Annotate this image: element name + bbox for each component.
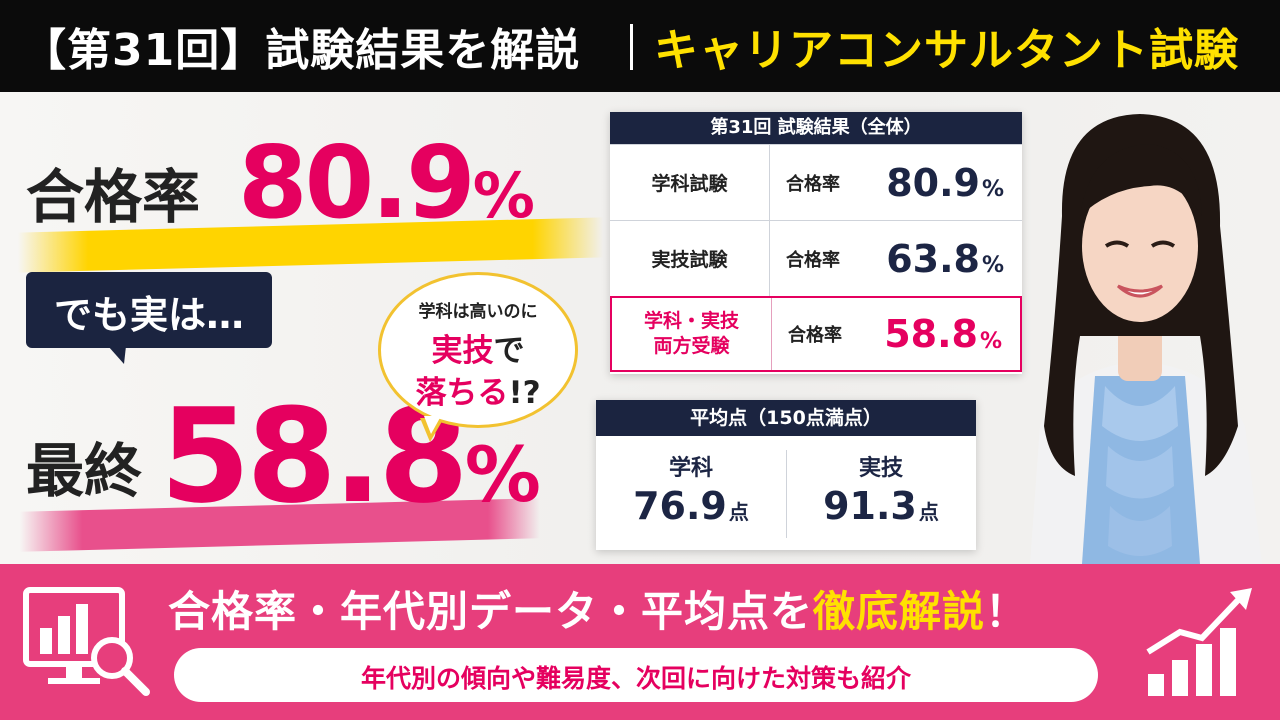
results-table-title: 第31回 試験結果（全体） (610, 112, 1022, 144)
bubble-line-3: 落ちる!? (415, 375, 541, 411)
final-rate-label: 最終 (26, 437, 143, 505)
row-name: 学科・実技 両方受験 (612, 298, 772, 370)
chart-monitor-search-icon (18, 584, 158, 704)
demo-callout: でも実は… (26, 272, 272, 348)
table-row-highlighted: 学科・実技 両方受験 合格率 58.8% (610, 296, 1022, 372)
demo-callout-tail (108, 346, 126, 364)
bottom-headline: 合格率・年代別データ・平均点を徹底解説！ (168, 587, 1029, 636)
average-item: 実技 91.3 点 (786, 436, 976, 550)
average-item-value: 91.3 点 (823, 484, 939, 528)
row-label: 合格率 (788, 325, 842, 346)
row-value: 58.8% (884, 312, 1002, 356)
row-value: 80.9% (886, 160, 1004, 205)
row-value: 63.8% (886, 236, 1004, 281)
demo-text: でも実は… (53, 293, 244, 337)
speech-bubble: 学科は高いのに 実技で 落ちる!? (378, 272, 578, 428)
average-score-box: 平均点（150点満点） 学科 76.9 点 実技 91.3 点 (596, 400, 976, 550)
average-divider (786, 450, 787, 538)
row-label: 合格率 (786, 173, 840, 195)
presenter-photo (1000, 96, 1280, 564)
average-item: 学科 76.9 点 (596, 436, 786, 550)
bottom-subtitle-pill: 年代別の傾向や難易度、次回に向けた対策も紹介 (174, 648, 1098, 702)
table-row: 学科試験 合格率 80.9% (610, 144, 1022, 220)
bubble-line-2: 実技で (431, 333, 525, 369)
table-row: 実技試験 合格率 63.8% (610, 220, 1022, 296)
average-title: 平均点（150点満点） (596, 400, 976, 436)
bubble-tail-inner (424, 416, 441, 434)
top-banner: 【第31回】試験結果を解説 キャリアコンサルタント試験 (0, 0, 1280, 92)
average-item-label: 学科 (668, 456, 713, 481)
row-name: 実技試験 (610, 221, 770, 296)
row-label: 合格率 (786, 249, 840, 271)
growth-bar-chart-icon (1140, 582, 1260, 704)
pass-rate-label: 合格率 (26, 163, 201, 231)
banner-divider (630, 24, 633, 70)
pass-rate-value: 80.9% (238, 124, 535, 241)
row-name: 学科試験 (610, 145, 770, 220)
bottom-subtitle: 年代別の傾向や難易度、次回に向けた対策も紹介 (360, 664, 911, 693)
banner-title-left: 【第31回】試験結果を解説 (22, 25, 581, 76)
bubble-line-1: 学科は高いのに (418, 302, 538, 322)
average-item-value: 76.9 点 (633, 484, 749, 528)
banner-title-right: キャリアコンサルタント試験 (654, 25, 1239, 76)
results-table: 第31回 試験結果（全体） 学科試験 合格率 80.9% 実技試験 合格率 63… (610, 112, 1022, 374)
average-item-label: 実技 (858, 456, 903, 481)
